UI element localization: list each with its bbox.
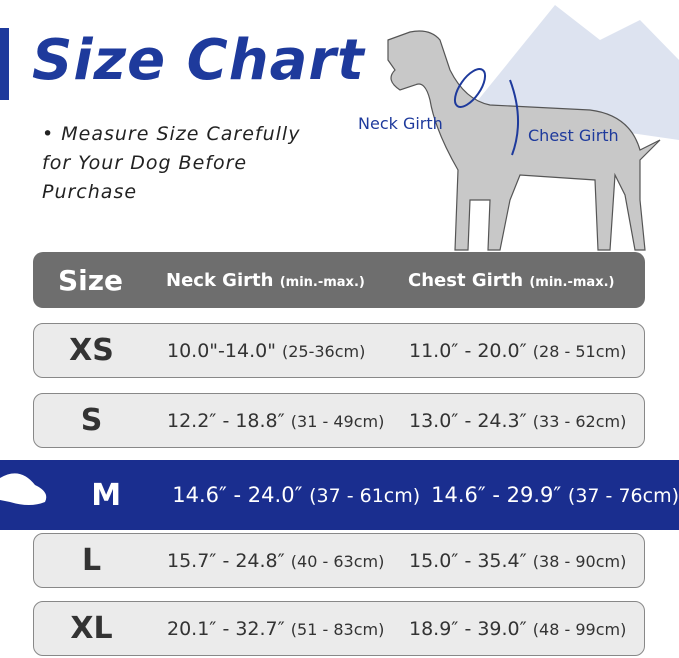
chest-range: 11.0″ - 20.0″ (28 - 51cm) — [409, 339, 627, 362]
table-row: XS 10.0"-14.0" (25-36cm) 11.0″ - 20.0″ (… — [33, 323, 645, 378]
size-label: M — [91, 477, 122, 513]
neck-range: 12.2″ - 18.8″ (31 - 49cm) — [167, 409, 385, 432]
dog-silhouette — [387, 30, 661, 251]
chest-girth-line — [509, 79, 520, 156]
dog-illustration — [387, 5, 679, 251]
size-label: S — [80, 403, 103, 438]
header-chest: Chest Girth (min.-max.) — [408, 269, 615, 291]
table-row: XL 20.1″ - 32.7″ (51 - 83cm) 18.9″ - 39.… — [33, 601, 645, 656]
neck-range: 20.1″ - 32.7″ (51 - 83cm) — [167, 617, 385, 640]
chest-range: 15.0″ - 35.4″ (38 - 90cm) — [409, 549, 627, 572]
size-label: L — [81, 543, 102, 578]
page-title: Size Chart — [32, 28, 365, 93]
chest-girth-label: Chest Girth — [528, 126, 619, 145]
header-size: Size — [57, 263, 124, 297]
chest-range: 13.0″ - 24.3″ (33 - 62cm) — [409, 409, 627, 432]
table-header: Size Neck Girth (min.-max.) Chest Girth … — [33, 252, 645, 308]
neck-girth-label: Neck Girth — [358, 114, 443, 133]
table-row: L 15.7″ - 24.8″ (40 - 63cm) 15.0″ - 35.4… — [33, 533, 645, 588]
size-label: XS — [69, 333, 114, 368]
measure-note: • Measure Size Carefully for Your Dog Be… — [42, 123, 301, 203]
accent-bar — [0, 28, 9, 100]
neck-range: 10.0"-14.0" (25-36cm) — [167, 339, 366, 362]
chest-range: 14.6″ - 29.9″ (37 - 76cm) — [431, 483, 679, 507]
header-neck: Neck Girth (min.-max.) — [166, 269, 365, 291]
dog-head-icon — [0, 473, 47, 505]
neck-range: 14.6″ - 24.0″ (37 - 61cm) — [172, 483, 421, 507]
chest-range: 18.9″ - 39.0″ (48 - 99cm) — [409, 617, 627, 640]
table-row: S 12.2″ - 18.8″ (31 - 49cm) 13.0″ - 24.3… — [33, 393, 645, 448]
neck-range: 15.7″ - 24.8″ (40 - 63cm) — [167, 549, 385, 572]
neck-girth-line — [453, 68, 487, 108]
size-label: XL — [70, 611, 113, 646]
dog-diagram: Neck Girth Chest Girth — [340, 0, 679, 260]
table-row-highlighted: M 14.6″ - 24.0″ (37 - 61cm) 14.6″ - 29.9… — [0, 460, 679, 530]
